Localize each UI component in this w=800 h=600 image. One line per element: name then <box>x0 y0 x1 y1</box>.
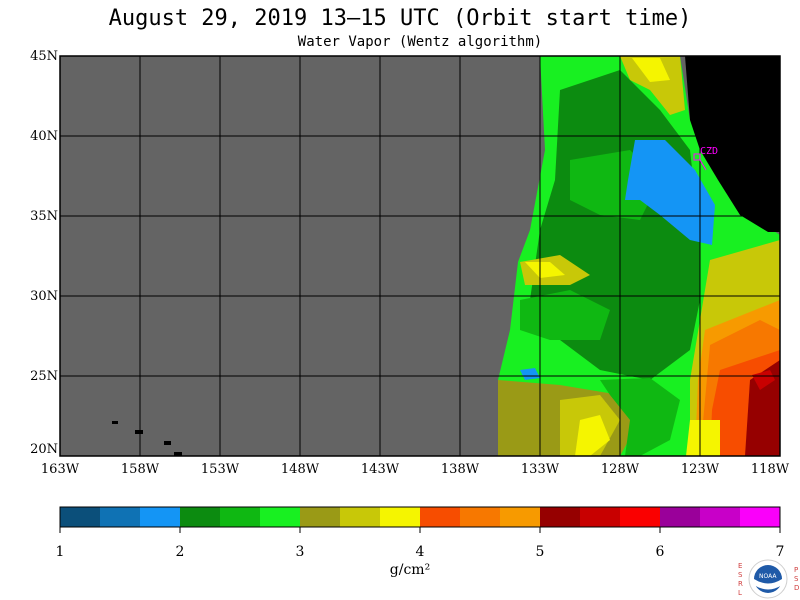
colorbar-cell <box>580 507 621 527</box>
colorbar-cell <box>660 507 701 527</box>
colorbar-cell <box>300 507 341 527</box>
colorbar-cell <box>540 507 581 527</box>
colorbar-tick-label: 6 <box>645 544 675 560</box>
colorbar-cell <box>180 507 221 527</box>
noaa-logo: E S R L NOAA P S D <box>736 558 800 600</box>
colorbar-tick-label: 3 <box>285 544 315 560</box>
colorbar-units: g/cm² <box>380 562 440 578</box>
logo-letter: D <box>794 584 799 592</box>
colorbar-cell <box>100 507 141 527</box>
colorbar-cell <box>220 507 261 527</box>
colorbar-cell <box>140 507 181 527</box>
colorbar-cell <box>740 507 781 527</box>
logo-letter: P <box>794 566 798 574</box>
colorbar-cell <box>420 507 461 527</box>
logo-center-text: NOAA <box>759 573 776 580</box>
colorbar-tick-label: 5 <box>525 544 555 560</box>
colorbar-tick-label: 1 <box>45 544 75 560</box>
colorbar-cell <box>620 507 661 527</box>
colorbar-cell <box>260 507 301 527</box>
colorbar-cell <box>380 507 421 527</box>
logo-letter: S <box>794 575 798 583</box>
colorbar-tick-label: 2 <box>165 544 195 560</box>
colorbar-tick-label: 4 <box>405 544 435 560</box>
colorbar-cell <box>340 507 381 527</box>
colorbar-cell <box>60 507 101 527</box>
colorbar-cell <box>460 507 501 527</box>
colorbar-cell <box>500 507 541 527</box>
colorbar-cell <box>700 507 741 527</box>
